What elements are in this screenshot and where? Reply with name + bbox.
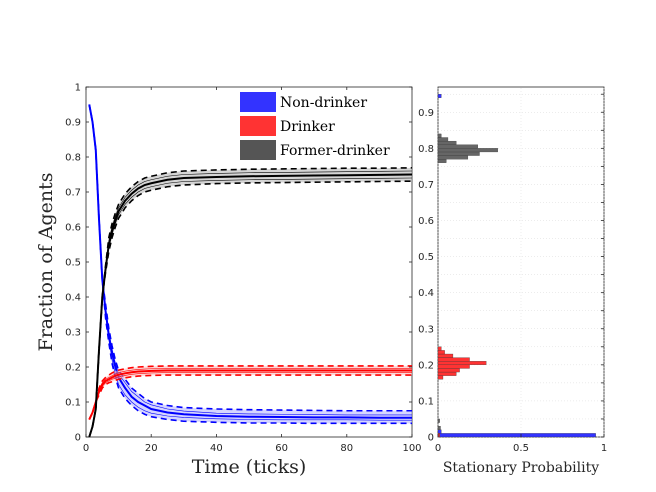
legend-swatch-former-drinker [240,140,276,160]
main-x-axis-label: Time (ticks) [192,456,307,478]
histogram-bar-drinker [437,353,454,358]
main-series-group [88,104,413,438]
main-y-tick-label: 0.3 [65,328,81,339]
histogram-bar-drinker [437,368,460,373]
side-y-tick-label: 0.9 [418,108,434,119]
side-y-tick-label: 0.6 [418,216,434,227]
main-x-tick-label: 80 [340,443,353,454]
histogram-bar-drinker [437,357,470,362]
legend-swatch-non-drinker [240,92,276,112]
histogram-bar-former-drinker [437,140,457,145]
main-y-tick-label: 0 [75,433,81,444]
legend-label-former-drinker: Former-drinker [280,143,390,159]
main-y-tick-label: 0.6 [65,223,81,234]
histogram-bar-former-drinker [437,159,447,163]
side-y-tick-label: 0.2 [418,360,434,371]
histogram-bar-former-drinker [437,151,480,156]
series-lower-bound-drinker [88,374,412,420]
histogram-bar-former-drinker [437,148,498,153]
side-y-tick-label: 0.1 [418,396,434,407]
histogram-bar-drinker [437,350,445,355]
side-y-tick-label: 0.4 [418,288,434,299]
side-x-tick-label: 0 [435,443,441,454]
histogram-bar-non-drinker [437,94,442,98]
side-y-tick-label: 0.5 [418,252,434,263]
side-x-axis-label: Stationary Probability [443,460,599,476]
main-y-tick-label: 0.5 [65,258,81,269]
main-x-tick-label: 60 [275,443,288,454]
side-x-tick-label: 0.5 [513,443,529,454]
side-y-tick-label: 0.3 [418,324,434,335]
histogram-bar-former-drinker [437,155,469,160]
histogram-bar-former-drinker [437,418,440,423]
histogram-bar-drinker [437,361,487,365]
series-former-drinker [88,167,413,438]
main-x-tick-label: 20 [145,443,158,454]
main-x-tick-label: 40 [210,443,223,454]
side-y-tick-label: 0.7 [418,180,434,191]
series-mean-line-former-drinker [88,173,413,438]
legend-swatch-drinker [240,116,276,136]
histogram-bar-non-drinker [437,429,442,434]
main-x-tick-label: 100 [402,443,421,454]
legend-label-drinker: Drinker [280,119,335,135]
histogram-bar-former-drinker [437,144,478,149]
histogram-bar-drinker [437,375,444,380]
main-plot: 0 20 40 60 80 100 0 0.1 0.2 0.3 0.4 0.5 0.6 0.7 0.8 0.… [35,83,422,479]
series-drinker [88,365,412,420]
side-y-tick-label: 0.8 [418,144,434,155]
main-y-tick-label: 0.9 [65,118,81,129]
histogram-bar-former-drinker [437,426,441,430]
side-x-ticks: 0 0.5 1 [435,434,607,454]
side-x-tick-label: 1 [601,443,607,454]
main-y-tick-label: 1 [75,83,81,94]
main-y-tick-label: 0.8 [65,153,81,164]
main-y-tick-label: 0.2 [65,363,81,374]
histogram-bar-drinker [437,346,442,351]
series-mean-line-non-drinker [88,104,412,419]
main-y-axis-label: Fraction of Agents [35,173,57,352]
main-x-tick-label: 0 [83,443,89,454]
main-plot-frame [85,86,413,438]
main-y-ticks: 0 0.1 0.2 0.3 0.4 0.5 0.6 0.7 0.8 0.9 1 [65,83,412,444]
histogram-bar-drinker [437,371,457,376]
histogram-bar-non-drinker [437,433,596,438]
legend: Non-drinker Drinker Former-drinker [240,92,390,160]
side-histogram: 0 0.5 1 00.10.20.30.40.50.60.70.80.9 Stati… [418,86,607,476]
legend-label-non-drinker: Non-drinker [280,95,367,111]
histogram-bar-drinker [437,364,470,369]
main-y-tick-label: 0.7 [65,188,81,199]
main-y-tick-label: 0.4 [65,293,81,304]
main-x-ticks: 0 20 40 60 80 100 [83,87,422,454]
series-mean-line-drinker [88,369,412,420]
series-non-drinker [88,104,412,425]
main-y-tick-label: 0.1 [65,398,81,409]
side-y-tick-label: 0 [428,433,434,444]
histogram-bar-former-drinker [437,137,449,142]
side-y-ticks: 0 0.1 0.2 0.3 0.4 0.5 0.6 0.7 0.8 0.9 [418,93,604,444]
histogram-bar-former-drinker [437,133,442,138]
